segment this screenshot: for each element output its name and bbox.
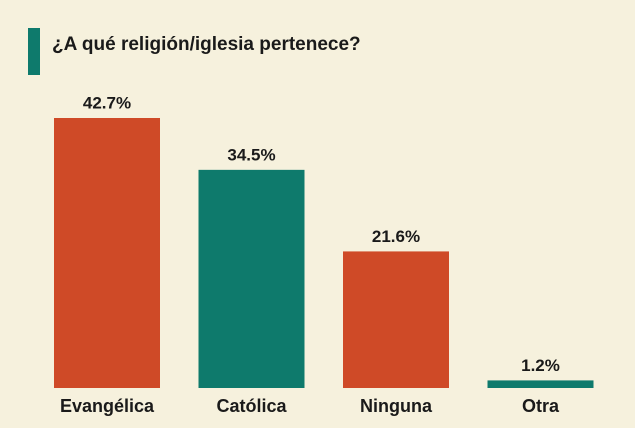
bar <box>487 380 594 388</box>
value-label: 42.7% <box>83 93 131 112</box>
value-label: 34.5% <box>227 145 275 164</box>
category-label: Católica <box>216 396 287 416</box>
title-accent <box>28 28 40 75</box>
category-label: Ninguna <box>360 396 433 416</box>
category-label: Otra <box>522 396 560 416</box>
value-label: 21.6% <box>372 227 420 246</box>
bar <box>343 251 449 388</box>
bar <box>54 118 160 388</box>
chart-title: ¿A qué religión/iglesia pertenece? <box>52 34 361 55</box>
value-label: 1.2% <box>521 356 560 375</box>
category-label: Evangélica <box>60 396 155 416</box>
bar <box>198 169 305 388</box>
